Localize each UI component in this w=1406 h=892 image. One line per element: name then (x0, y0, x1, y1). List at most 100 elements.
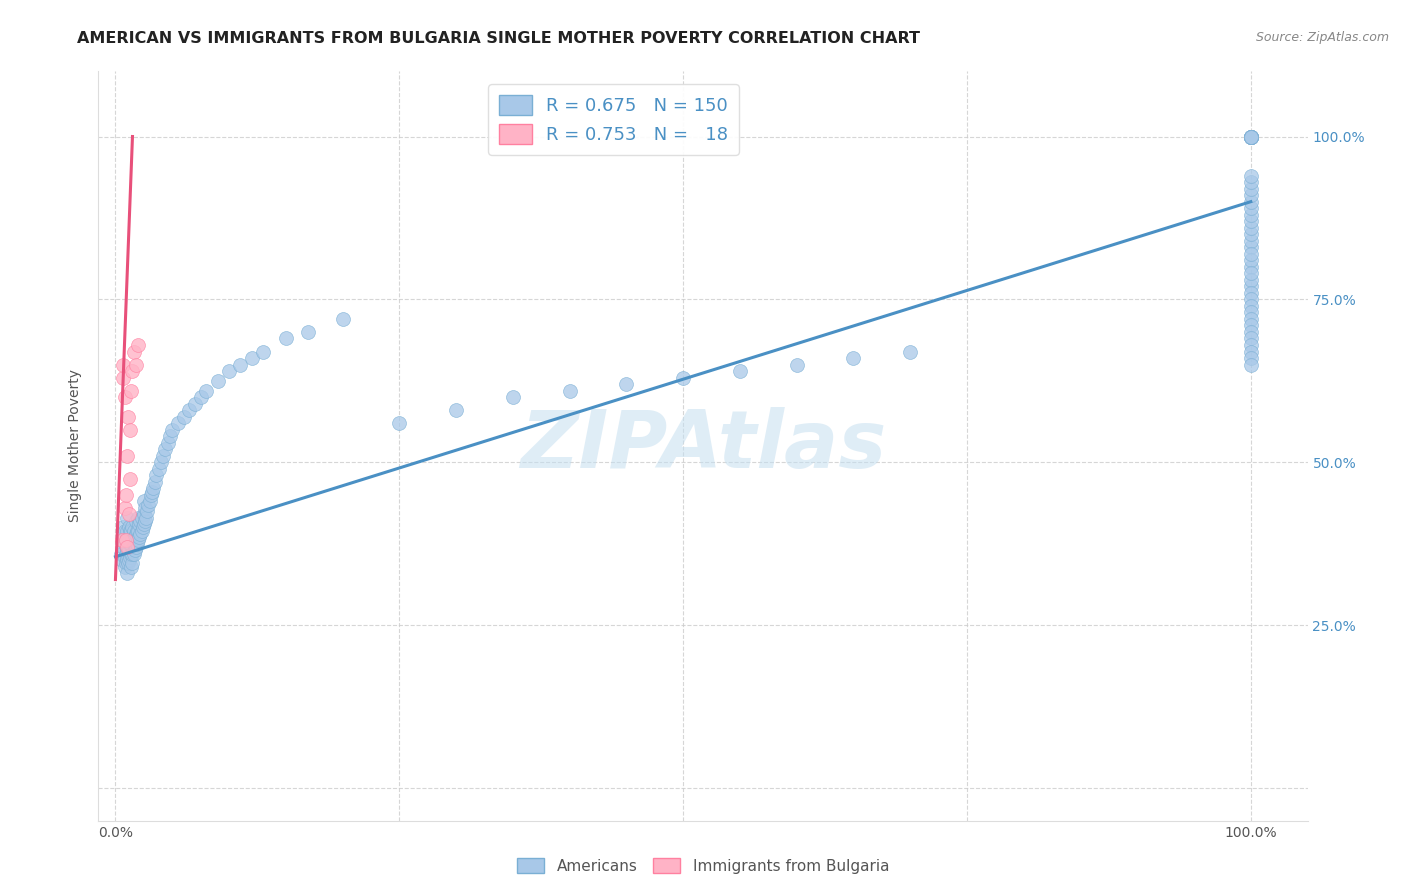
Point (195, 384, 218, 398)
Point (786, 358, 808, 372)
Point (125, 524, 148, 538)
Point (112, 358, 135, 372)
Point (1240, 129, 1263, 144)
Point (1240, 253, 1263, 268)
Point (141, 484, 163, 499)
Point (118, 543, 141, 558)
Point (120, 537, 142, 551)
Point (156, 435, 179, 450)
Point (1240, 129, 1263, 144)
Point (1240, 175, 1263, 189)
Point (149, 455, 172, 469)
Point (134, 500, 156, 515)
Point (1240, 201, 1263, 215)
Point (115, 449, 138, 463)
Point (1240, 194, 1263, 209)
Point (218, 364, 240, 378)
Point (125, 358, 148, 372)
Point (1240, 331, 1263, 345)
Point (1240, 181, 1263, 195)
Point (117, 540, 139, 554)
Point (121, 520, 143, 534)
Point (125, 514, 148, 528)
Point (1240, 208, 1263, 222)
Point (155, 442, 177, 457)
Point (111, 553, 134, 567)
Point (112, 533, 135, 548)
Point (1240, 129, 1263, 144)
Point (1240, 129, 1263, 144)
Point (1240, 129, 1263, 144)
Point (138, 498, 160, 512)
Point (127, 524, 149, 538)
Point (1240, 188, 1263, 202)
Point (1240, 279, 1263, 293)
Point (114, 524, 136, 538)
Point (1240, 273, 1263, 287)
Point (1240, 214, 1263, 228)
Point (127, 510, 149, 524)
Point (115, 524, 138, 538)
Point (1240, 129, 1263, 144)
Point (1240, 227, 1263, 242)
Point (135, 510, 157, 524)
Point (145, 468, 167, 483)
Point (184, 397, 207, 411)
Point (142, 481, 165, 495)
Point (121, 533, 143, 548)
Point (112, 520, 135, 534)
Legend: Americans, Immigrants from Bulgaria: Americans, Immigrants from Bulgaria (510, 852, 896, 880)
Point (128, 517, 150, 532)
Point (132, 494, 155, 508)
Point (125, 537, 148, 551)
Point (1240, 129, 1263, 144)
Point (114, 390, 136, 404)
Point (1240, 129, 1263, 144)
Point (120, 524, 142, 538)
Point (1240, 129, 1263, 144)
Point (120, 547, 142, 561)
Point (1240, 129, 1263, 144)
Point (122, 524, 145, 538)
Text: Source: ZipAtlas.com: Source: ZipAtlas.com (1256, 31, 1389, 45)
Point (672, 370, 695, 384)
Point (1240, 234, 1263, 248)
Point (252, 344, 274, 359)
Point (120, 549, 142, 564)
Point (1240, 129, 1263, 144)
Point (114, 556, 136, 570)
Point (114, 500, 136, 515)
Y-axis label: Single Mother Poverty: Single Mother Poverty (69, 369, 83, 523)
Point (159, 429, 181, 443)
Point (132, 517, 155, 532)
Point (1240, 266, 1263, 280)
Point (173, 409, 195, 424)
Point (127, 338, 149, 352)
Point (121, 556, 143, 570)
Point (115, 543, 138, 558)
Point (110, 547, 132, 561)
Point (132, 508, 155, 522)
Point (138, 494, 160, 508)
Point (112, 540, 135, 554)
Point (240, 351, 263, 365)
Point (131, 524, 153, 538)
Point (124, 543, 146, 558)
Point (125, 527, 148, 541)
Point (1240, 129, 1263, 144)
Point (1240, 129, 1263, 144)
Text: ZIPAtlas: ZIPAtlas (520, 407, 886, 485)
Point (114, 547, 136, 561)
Point (114, 533, 136, 548)
Point (1240, 260, 1263, 274)
Point (127, 533, 149, 548)
Point (229, 358, 252, 372)
Point (112, 370, 135, 384)
Point (118, 533, 141, 548)
Text: AMERICAN VS IMMIGRANTS FROM BULGARIA SINGLE MOTHER POVERTY CORRELATION CHART: AMERICAN VS IMMIGRANTS FROM BULGARIA SIN… (77, 31, 921, 46)
Point (120, 472, 142, 486)
Point (1240, 129, 1263, 144)
Point (117, 409, 139, 424)
Point (388, 416, 411, 430)
Point (124, 530, 146, 544)
